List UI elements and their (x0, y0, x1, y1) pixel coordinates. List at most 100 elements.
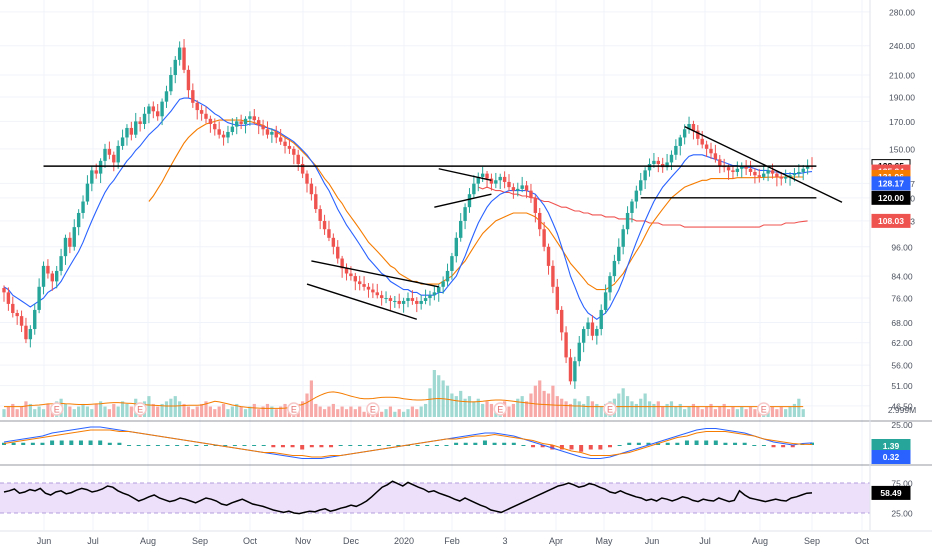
signal-line (3, 429, 813, 458)
candle-body (538, 212, 542, 230)
time-tick-label: Oct (243, 536, 258, 546)
earnings-icon (287, 402, 301, 416)
time-axis: Jun Jul Aug Sep Oct Nov Dec 2020 Feb 3 Apr May Jun Ju… (0, 530, 932, 546)
volume-bars (2, 370, 805, 417)
candle-body (713, 153, 718, 160)
macd-hist-bar (271, 445, 276, 448)
volume-bar (661, 406, 665, 417)
candle-body (147, 106, 151, 114)
candle-body (639, 180, 643, 191)
candle-body (340, 258, 344, 269)
macd-hist-bar (184, 445, 189, 446)
earnings-label: E (137, 405, 143, 415)
candle-body (494, 180, 498, 184)
candle-body (296, 154, 300, 164)
earnings-label: E (497, 405, 503, 415)
volume-bar (582, 403, 586, 417)
macd-hist-bar (733, 442, 738, 445)
earnings-label: E (607, 405, 613, 415)
volume-bar (792, 403, 797, 417)
candle-body (213, 123, 217, 130)
volume-bar (261, 406, 265, 417)
macd-hist-bar (646, 442, 651, 445)
volume-bar (331, 403, 335, 417)
candle-body (314, 194, 318, 210)
candle-body (85, 183, 90, 202)
candle-body (59, 256, 63, 271)
volume-bar (208, 406, 212, 417)
volume-bar (678, 403, 682, 417)
ema-fast-line (3, 97, 813, 320)
macd-hist-bar (559, 445, 564, 450)
earnings-icon (756, 402, 771, 416)
signal-value-label-box (871, 450, 911, 464)
volume-bar (696, 406, 700, 417)
candle-body (599, 309, 603, 330)
candle-body (371, 289, 375, 293)
volume-bar (230, 406, 234, 417)
volume-bar (11, 403, 15, 417)
candle-body (647, 163, 652, 171)
price-tick-label: 96.00 (891, 242, 913, 252)
volume-bar (99, 401, 103, 417)
macd-hist-bar (415, 445, 420, 446)
candle-body (186, 69, 191, 91)
candle-body (533, 197, 538, 213)
macd-hist-bar (434, 445, 439, 446)
volume-bar (221, 403, 226, 417)
volume-bar (353, 409, 357, 417)
macd-hist-bar (290, 445, 295, 448)
candle-body (696, 130, 700, 139)
candle-body (415, 300, 419, 304)
earnings-label: E (370, 405, 376, 415)
candle-body (19, 316, 24, 326)
volume-bar (722, 403, 726, 417)
volume-bar (744, 409, 748, 417)
candle-body (590, 322, 595, 336)
candle-body (63, 237, 68, 257)
candle-body (766, 170, 770, 174)
rsi-panel (3, 480, 813, 515)
candle-body (529, 190, 533, 198)
macd-hist-bar (790, 445, 795, 448)
candle-body (112, 154, 116, 163)
volume-bar (116, 406, 120, 417)
candle-body (309, 183, 314, 195)
earnings-label: E (761, 405, 767, 415)
macd-hist-bar (444, 445, 449, 446)
candle-body (489, 178, 494, 184)
macd-hist-bar (11, 442, 16, 445)
candle-body (327, 229, 331, 238)
price-labels: 138.65135.24131.96128.17120.00108.031.39… (871, 159, 911, 500)
candle-body (322, 220, 327, 230)
volume-bar (46, 403, 50, 417)
volume-bar (252, 403, 256, 417)
volume-bar (33, 409, 37, 417)
volume-bar (573, 398, 577, 417)
volume-bar (15, 409, 19, 417)
macd-hist-bar (204, 445, 208, 446)
price-label: 108.03 (878, 216, 904, 226)
candle-body (305, 173, 309, 184)
candle-body (516, 188, 520, 191)
volume-bar (85, 406, 90, 417)
candle-body (388, 298, 393, 301)
candle-body (410, 298, 415, 301)
macd-hist-bar (492, 442, 497, 445)
volume-bar (520, 396, 524, 417)
macd-hist-bar (742, 442, 747, 445)
volume-bar (349, 406, 353, 417)
volume-bar (336, 409, 340, 417)
volume-bar (90, 409, 94, 417)
macd-hist-bar (781, 445, 786, 448)
volume-bar (770, 406, 775, 417)
macd-hist-bar (194, 445, 199, 446)
volume-bar (318, 406, 322, 417)
candle-body (735, 168, 740, 172)
volume-bar (191, 409, 195, 417)
price-tick-label: 280.00 (889, 7, 915, 17)
rsi-line (3, 480, 813, 515)
volume-bar (24, 401, 28, 417)
